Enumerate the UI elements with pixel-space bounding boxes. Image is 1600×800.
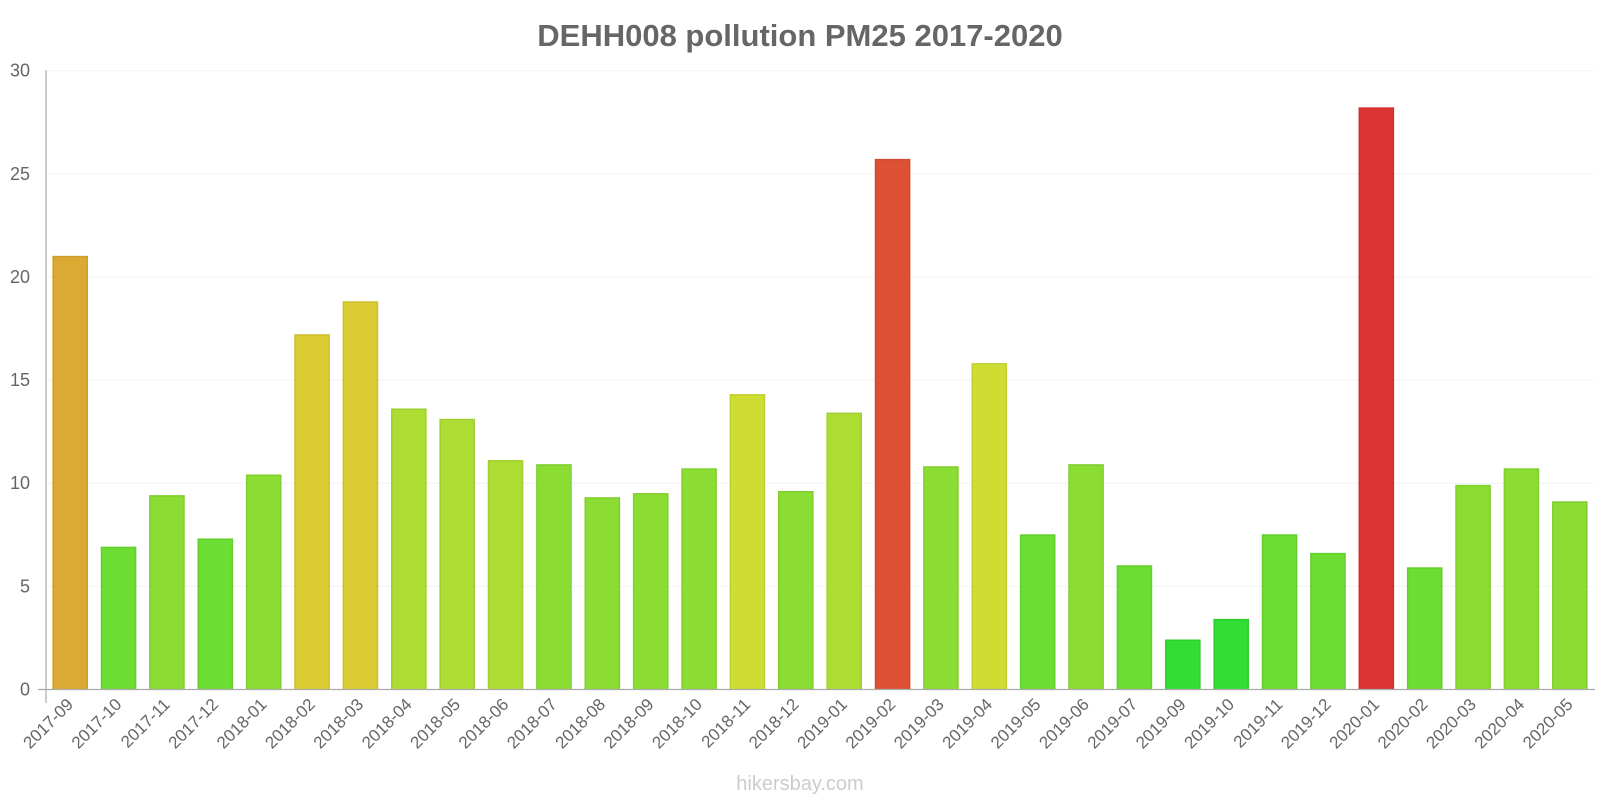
y-tick-label: 30 (10, 61, 30, 81)
x-tick-label: 2017-10 (68, 695, 126, 753)
x-tick-label: 2019-06 (1035, 695, 1093, 753)
x-tick-label: 2018-07 (503, 695, 561, 753)
x-tick-label: 2018-06 (455, 695, 513, 753)
x-tick-label: 2019-10 (1180, 695, 1238, 753)
bar-fill (247, 475, 280, 690)
x-tick-label: 2020-05 (1519, 695, 1577, 753)
x-tick-label: 2019-07 (1084, 695, 1142, 753)
bars (52, 107, 1588, 691)
bar-fill (731, 395, 764, 690)
bar-fill (1360, 108, 1393, 690)
x-tick-label: 2018-03 (310, 695, 368, 753)
x-tick-label: 2017-12 (165, 695, 223, 753)
x-tick-label: 2018-08 (552, 695, 610, 753)
x-tick-label: 2019-01 (793, 695, 851, 753)
axes (38, 70, 1595, 703)
bar-fill (586, 498, 619, 690)
x-tick-label: 2019-11 (1230, 695, 1287, 752)
x-tick-label: 2017-09 (19, 695, 77, 753)
bar-fill (682, 469, 716, 690)
x-tick-label: 2018-05 (406, 695, 464, 753)
x-tick-label: 2018-09 (600, 695, 658, 753)
x-tick-label: 2020-01 (1326, 695, 1384, 753)
x-tick-label: 2017-11 (117, 695, 174, 752)
y-tick-label: 20 (10, 267, 30, 287)
bar-fill (1553, 502, 1587, 690)
bar-fill (344, 302, 377, 690)
bar-fill (53, 257, 87, 690)
bar-fill (973, 364, 1006, 690)
bar-fill (1263, 535, 1296, 690)
x-tick-label: 2018-04 (358, 695, 416, 753)
x-tick-label: 2018-02 (261, 695, 319, 753)
x-tick-label: 2020-02 (1374, 695, 1432, 753)
x-tick-label: 2018-12 (745, 695, 803, 753)
bar-fill (1214, 620, 1248, 690)
bar-fill (876, 160, 909, 690)
y-tick-label: 5 (20, 576, 30, 596)
x-tick-label: 2019-03 (890, 695, 948, 753)
x-tick-label: 2019-09 (1132, 695, 1190, 753)
bar-fill (150, 496, 184, 690)
bar-fill (1021, 535, 1054, 690)
bar-fill (537, 465, 571, 690)
bar-fill (1505, 469, 1538, 690)
x-tick-label: 2018-01 (213, 695, 271, 753)
y-axis-ticks: 0 5 10 15 20 25 30 (10, 61, 30, 700)
x-tick-label: 2019-02 (842, 695, 900, 753)
bar-fill (295, 335, 329, 690)
x-tick-label: 2020-04 (1471, 695, 1529, 753)
x-tick-label: 2020-03 (1422, 695, 1480, 753)
x-tick-label: 2019-05 (987, 695, 1045, 753)
bar-fill (489, 461, 522, 690)
y-tick-label: 15 (10, 370, 30, 390)
chart-title: DEHH008 pollution PM25 2017-2020 (537, 18, 1062, 53)
x-tick-label: 2018-10 (648, 695, 706, 753)
bar-fill (1311, 554, 1345, 690)
x-tick-label: 2018-11 (698, 695, 755, 752)
bar-fill (1118, 566, 1151, 690)
bar-fill (827, 414, 861, 690)
bar-fill (1408, 568, 1441, 690)
y-tick-label: 10 (10, 473, 30, 493)
bar-fill (392, 409, 426, 690)
bar-fill (102, 548, 135, 690)
bar-fill (1456, 486, 1490, 690)
bar-fill (924, 467, 958, 690)
y-tick-label: 0 (20, 680, 30, 700)
bar-fill (440, 420, 474, 690)
bar-fill (1166, 641, 1200, 690)
bar-fill (199, 539, 232, 690)
y-tick-label: 25 (10, 164, 30, 184)
bar-fill (1069, 465, 1103, 690)
watermark: hikersbay.com (736, 773, 863, 795)
x-axis-ticks: 2017-092017-102017-112017-122018-012018-… (19, 695, 1576, 753)
x-tick-label: 2019-04 (939, 695, 997, 753)
bar-fill (779, 492, 813, 690)
bar-fill (634, 494, 667, 690)
x-tick-label: 2019-12 (1277, 695, 1335, 753)
